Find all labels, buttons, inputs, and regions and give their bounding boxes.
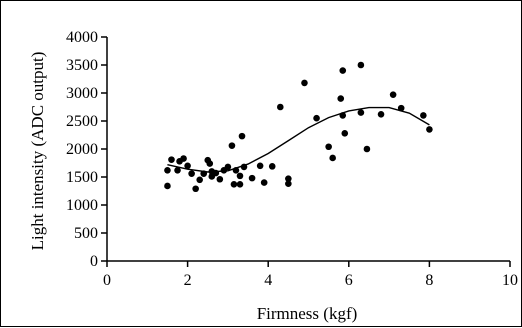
ticks: 0 500 1000 1500 2000 2500 3000 3500 4000 0 2 4 6 8 10 <box>66 29 518 289</box>
data-point <box>224 163 232 171</box>
data-point <box>285 175 292 182</box>
axes <box>106 37 510 262</box>
data-point <box>389 91 397 98</box>
data-point <box>192 185 199 193</box>
x-tick-label: 6 <box>345 272 353 289</box>
data-point <box>168 156 175 163</box>
data-point <box>216 175 224 183</box>
data-point <box>337 95 345 102</box>
data-point <box>180 155 187 162</box>
y-tick-label: 1000 <box>66 197 98 214</box>
y-tick-label: 2000 <box>66 141 98 158</box>
data-point <box>196 176 203 184</box>
data-point <box>285 180 292 188</box>
data-point <box>206 160 214 167</box>
y-axis-title: Light intensity (ADC output) <box>28 52 47 251</box>
y-tick-label: 500 <box>74 225 98 242</box>
data-point <box>256 162 264 170</box>
x-tick-label: 4 <box>264 272 272 289</box>
y-tick-label: 3000 <box>66 85 98 102</box>
data-point <box>341 130 349 137</box>
data-point <box>184 162 191 170</box>
y-tick-label: 0 <box>90 253 98 270</box>
x-tick-label: 2 <box>184 272 192 289</box>
data-point <box>238 132 246 140</box>
data-point <box>240 163 248 171</box>
x-tick-label: 10 <box>502 272 518 289</box>
y-tick-label: 4000 <box>66 29 98 46</box>
data-point <box>236 172 244 180</box>
data-point <box>339 67 347 74</box>
data-point <box>164 166 171 174</box>
data-point <box>329 154 336 162</box>
x-tick-label: 0 <box>103 272 111 289</box>
data-point <box>188 170 195 177</box>
data-point <box>260 179 268 186</box>
y-tick-label: 2500 <box>66 113 98 130</box>
x-tick-label: 8 <box>425 272 433 289</box>
data-point <box>377 110 385 118</box>
data-point <box>230 180 238 188</box>
data-point <box>357 61 365 69</box>
y-tick-label: 1500 <box>66 169 98 186</box>
data-point <box>397 104 405 112</box>
data-point <box>339 112 347 119</box>
y-tick-label: 3500 <box>66 57 98 74</box>
data-point <box>228 142 236 149</box>
data-point <box>268 163 276 170</box>
data-point <box>248 174 256 182</box>
data-point <box>325 143 332 151</box>
data-point <box>236 180 244 188</box>
data-point <box>426 126 433 133</box>
data-point <box>174 166 181 174</box>
data-point <box>164 182 171 190</box>
data-point <box>212 169 220 177</box>
data-point <box>313 114 320 122</box>
data-point <box>276 103 284 111</box>
data-point <box>363 145 371 153</box>
data-point <box>357 109 365 116</box>
data-point <box>232 166 240 174</box>
data-points <box>164 61 433 193</box>
data-point <box>420 112 427 119</box>
data-point <box>301 79 308 87</box>
x-axis-title: Firmness (kgf) <box>257 304 358 323</box>
data-point <box>200 170 208 177</box>
